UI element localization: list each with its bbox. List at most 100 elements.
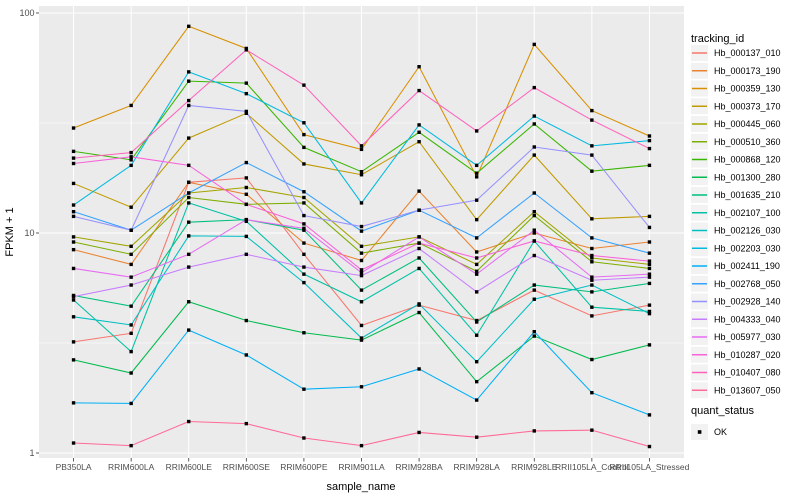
- data-point-marker: [244, 234, 249, 239]
- data-point-marker: [532, 213, 536, 218]
- data-point-marker: [244, 48, 249, 52]
- data-point-marker: [647, 240, 652, 244]
- data-point-marker: [647, 266, 652, 271]
- data-point-marker: [71, 340, 76, 344]
- data-point-marker: [532, 239, 536, 243]
- data-point-marker: [244, 160, 249, 165]
- data-point-marker: [71, 209, 76, 214]
- data-point-marker: [474, 320, 479, 324]
- data-point-marker: [71, 214, 76, 219]
- data-point-marker: [359, 271, 364, 275]
- data-point-marker: [71, 298, 76, 302]
- data-point-marker: [647, 134, 652, 138]
- data-point-marker: [71, 358, 76, 362]
- data-point-marker: [590, 390, 594, 395]
- data-point-marker: [647, 309, 652, 314]
- data-point-marker: [244, 91, 249, 96]
- data-point-marker: [129, 304, 133, 308]
- data-point-marker: [359, 147, 364, 152]
- data-point-marker: [590, 153, 594, 157]
- data-point-marker: [187, 195, 191, 200]
- legend-entry-label: Hb_000137_010: [714, 48, 781, 58]
- data-point-marker: [302, 190, 306, 194]
- data-point-marker: [359, 251, 364, 255]
- data-point-marker: [647, 343, 652, 347]
- data-point-marker: [590, 217, 594, 221]
- data-point-marker: [417, 88, 421, 93]
- data-point-marker: [302, 222, 306, 226]
- data-point-marker: [302, 280, 306, 285]
- data-point-marker: [474, 272, 479, 276]
- data-point-marker: [187, 98, 191, 103]
- data-point-marker: [359, 288, 364, 292]
- data-point-marker: [474, 129, 479, 133]
- data-point-marker: [532, 334, 536, 338]
- data-point-marker: [302, 387, 306, 391]
- data-point-marker: [302, 83, 306, 87]
- legend-entry-label: Hb_010287_020: [714, 350, 781, 360]
- data-point-marker: [129, 401, 133, 406]
- data-point-marker: [129, 443, 133, 448]
- data-point-marker: [302, 195, 306, 200]
- data-point-marker: [359, 336, 364, 340]
- data-point-marker: [187, 252, 191, 257]
- legend-entry-label: Hb_001300_280: [714, 172, 781, 182]
- data-point-marker: [474, 269, 479, 273]
- legend-entry-label: Hb_002411_190: [714, 261, 780, 271]
- y-axis-title: FPKM + 1: [4, 207, 16, 256]
- data-point-marker: [302, 252, 306, 257]
- legend-entry-label: Hb_001635_210: [714, 190, 781, 200]
- data-point-marker: [187, 103, 191, 108]
- data-point-marker: [129, 244, 133, 249]
- data-point-marker: [417, 367, 421, 371]
- data-point-marker: [532, 231, 536, 235]
- data-point-marker: [129, 323, 133, 327]
- data-point-marker: [71, 315, 76, 319]
- data-point-marker: [302, 162, 306, 166]
- data-point-marker: [647, 259, 652, 263]
- data-point-marker: [129, 163, 133, 168]
- data-point-marker: [590, 118, 594, 122]
- legend-title-tracking-id: tracking_id: [691, 33, 744, 45]
- data-point-marker: [129, 205, 133, 209]
- data-point-marker: [474, 250, 479, 254]
- data-point-marker: [244, 192, 249, 196]
- data-point-marker: [71, 441, 76, 445]
- data-point-marker: [417, 302, 421, 306]
- data-point-marker: [532, 209, 536, 214]
- data-point-marker: [187, 300, 191, 304]
- data-point-marker: [302, 228, 306, 232]
- data-point-marker: [647, 251, 652, 255]
- data-point-marker: [244, 109, 249, 114]
- legend-title-quant-status: quant_status: [691, 405, 754, 417]
- data-point-marker: [244, 252, 249, 257]
- data-point-marker: [590, 169, 594, 173]
- data-point-marker: [302, 331, 306, 335]
- data-point-marker: [302, 201, 306, 205]
- data-point-marker: [532, 228, 536, 232]
- data-point-marker: [590, 290, 594, 294]
- data-point-marker: [359, 229, 364, 233]
- data-point-marker: [187, 136, 191, 140]
- legend-entry-label: Hb_000868_120: [714, 155, 781, 165]
- legend-ok-label: OK: [714, 427, 727, 437]
- data-point-marker: [647, 262, 652, 267]
- data-point-marker: [417, 208, 421, 212]
- data-point-marker: [129, 262, 133, 267]
- data-point-marker: [302, 436, 306, 440]
- data-point-marker: [647, 303, 652, 307]
- data-point-marker: [129, 158, 133, 162]
- data-point-marker: [187, 201, 191, 205]
- data-point-marker: [244, 176, 249, 180]
- data-point-marker: [302, 132, 306, 137]
- data-point-marker: [129, 349, 133, 354]
- data-point-marker: [187, 220, 191, 224]
- data-point-marker: [532, 253, 536, 258]
- data-point-marker: [187, 24, 191, 29]
- x-tick-label: RRIM928LE: [511, 462, 558, 472]
- data-point-marker: [359, 258, 364, 263]
- data-point-marker: [359, 385, 364, 389]
- data-point-marker: [71, 235, 76, 239]
